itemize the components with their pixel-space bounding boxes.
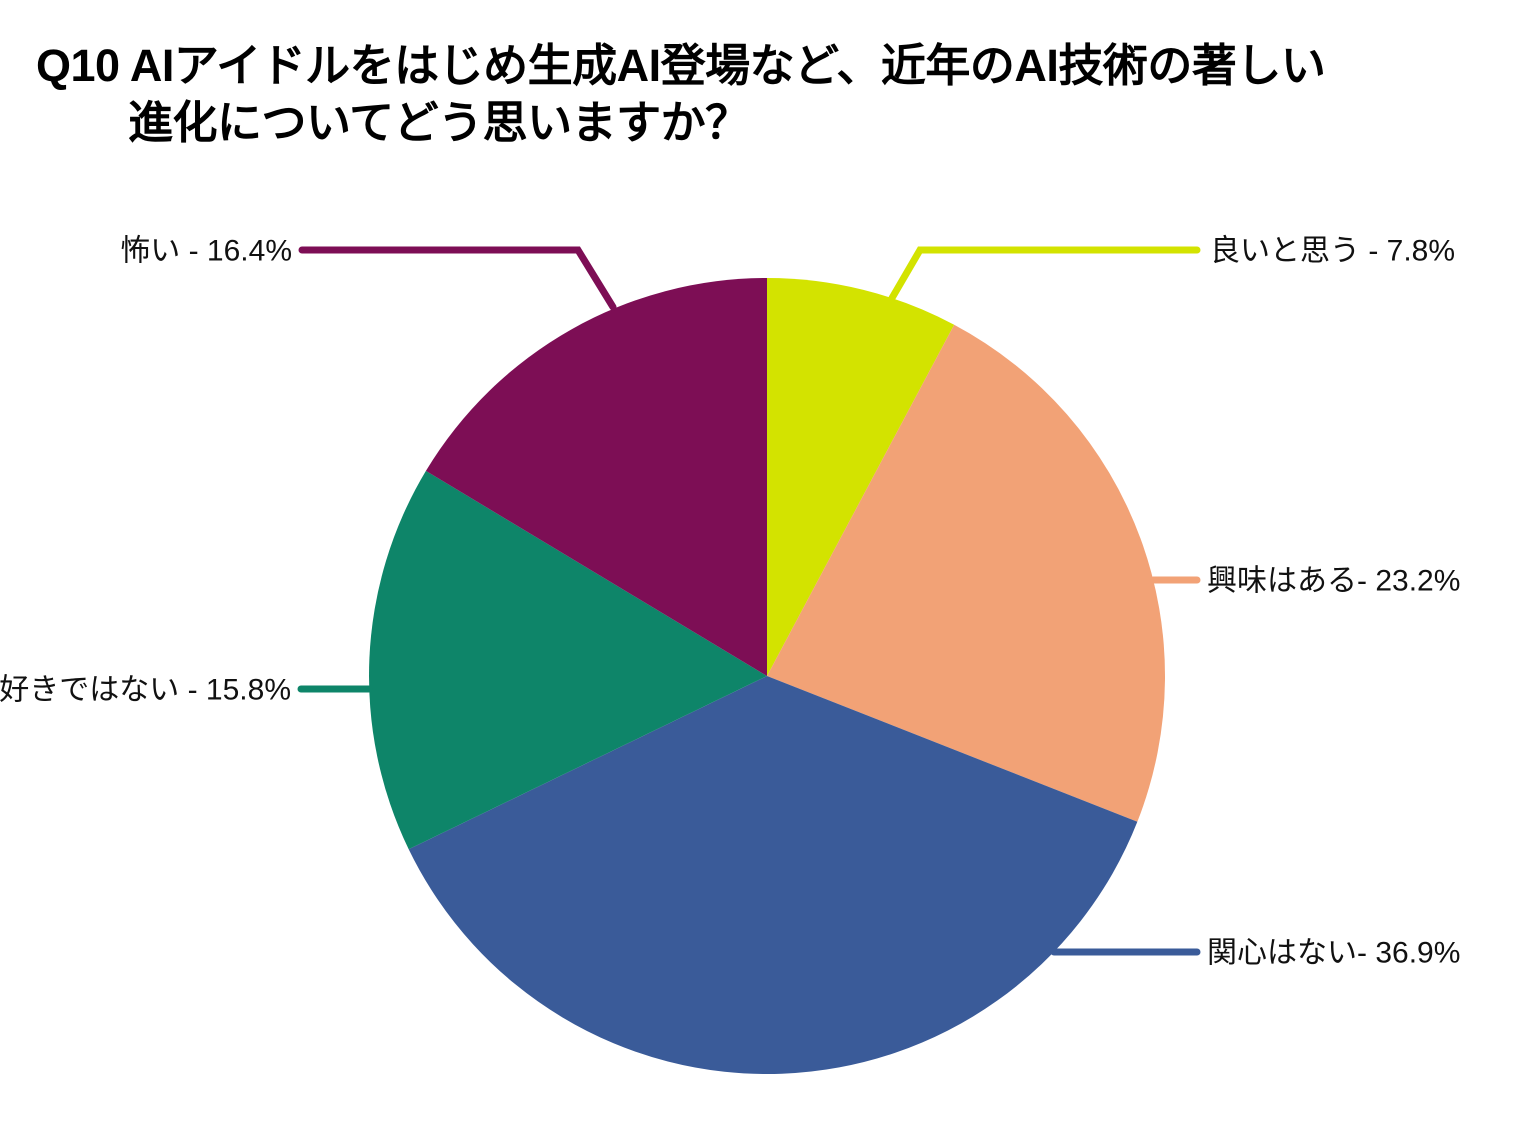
pie-slice-1 <box>767 278 955 676</box>
leader-line-1 <box>888 246 1201 302</box>
pie-slice-5 <box>425 278 767 676</box>
chart-title-line-1: Q10 AIアイドルをはじめ生成AI登場など、近年のAI技術の著しい <box>36 40 1326 91</box>
slice-label-1: 良いと思う - 7.8% <box>1210 235 1455 268</box>
slice-label-3: 関心はない- 36.9% <box>1207 937 1460 970</box>
pie-slice-3 <box>408 676 1138 1074</box>
pie-slice-2 <box>767 324 1166 822</box>
slice-label-2: 興味はある- 23.2% <box>1207 565 1460 598</box>
chart-title-line-2: 進化についてどう思いますか？ <box>128 96 750 148</box>
leader-line-5 <box>298 246 617 311</box>
slice-label-5: 怖い - 16.4% <box>120 235 292 268</box>
chart-title: Q10 AIアイドルをはじめ生成AI登場など、近年のAI技術の著しい 進化につい… <box>36 38 1326 151</box>
slice-label-4: 好きではない - 15.8% <box>0 674 291 707</box>
pie-slice-4 <box>369 470 767 850</box>
